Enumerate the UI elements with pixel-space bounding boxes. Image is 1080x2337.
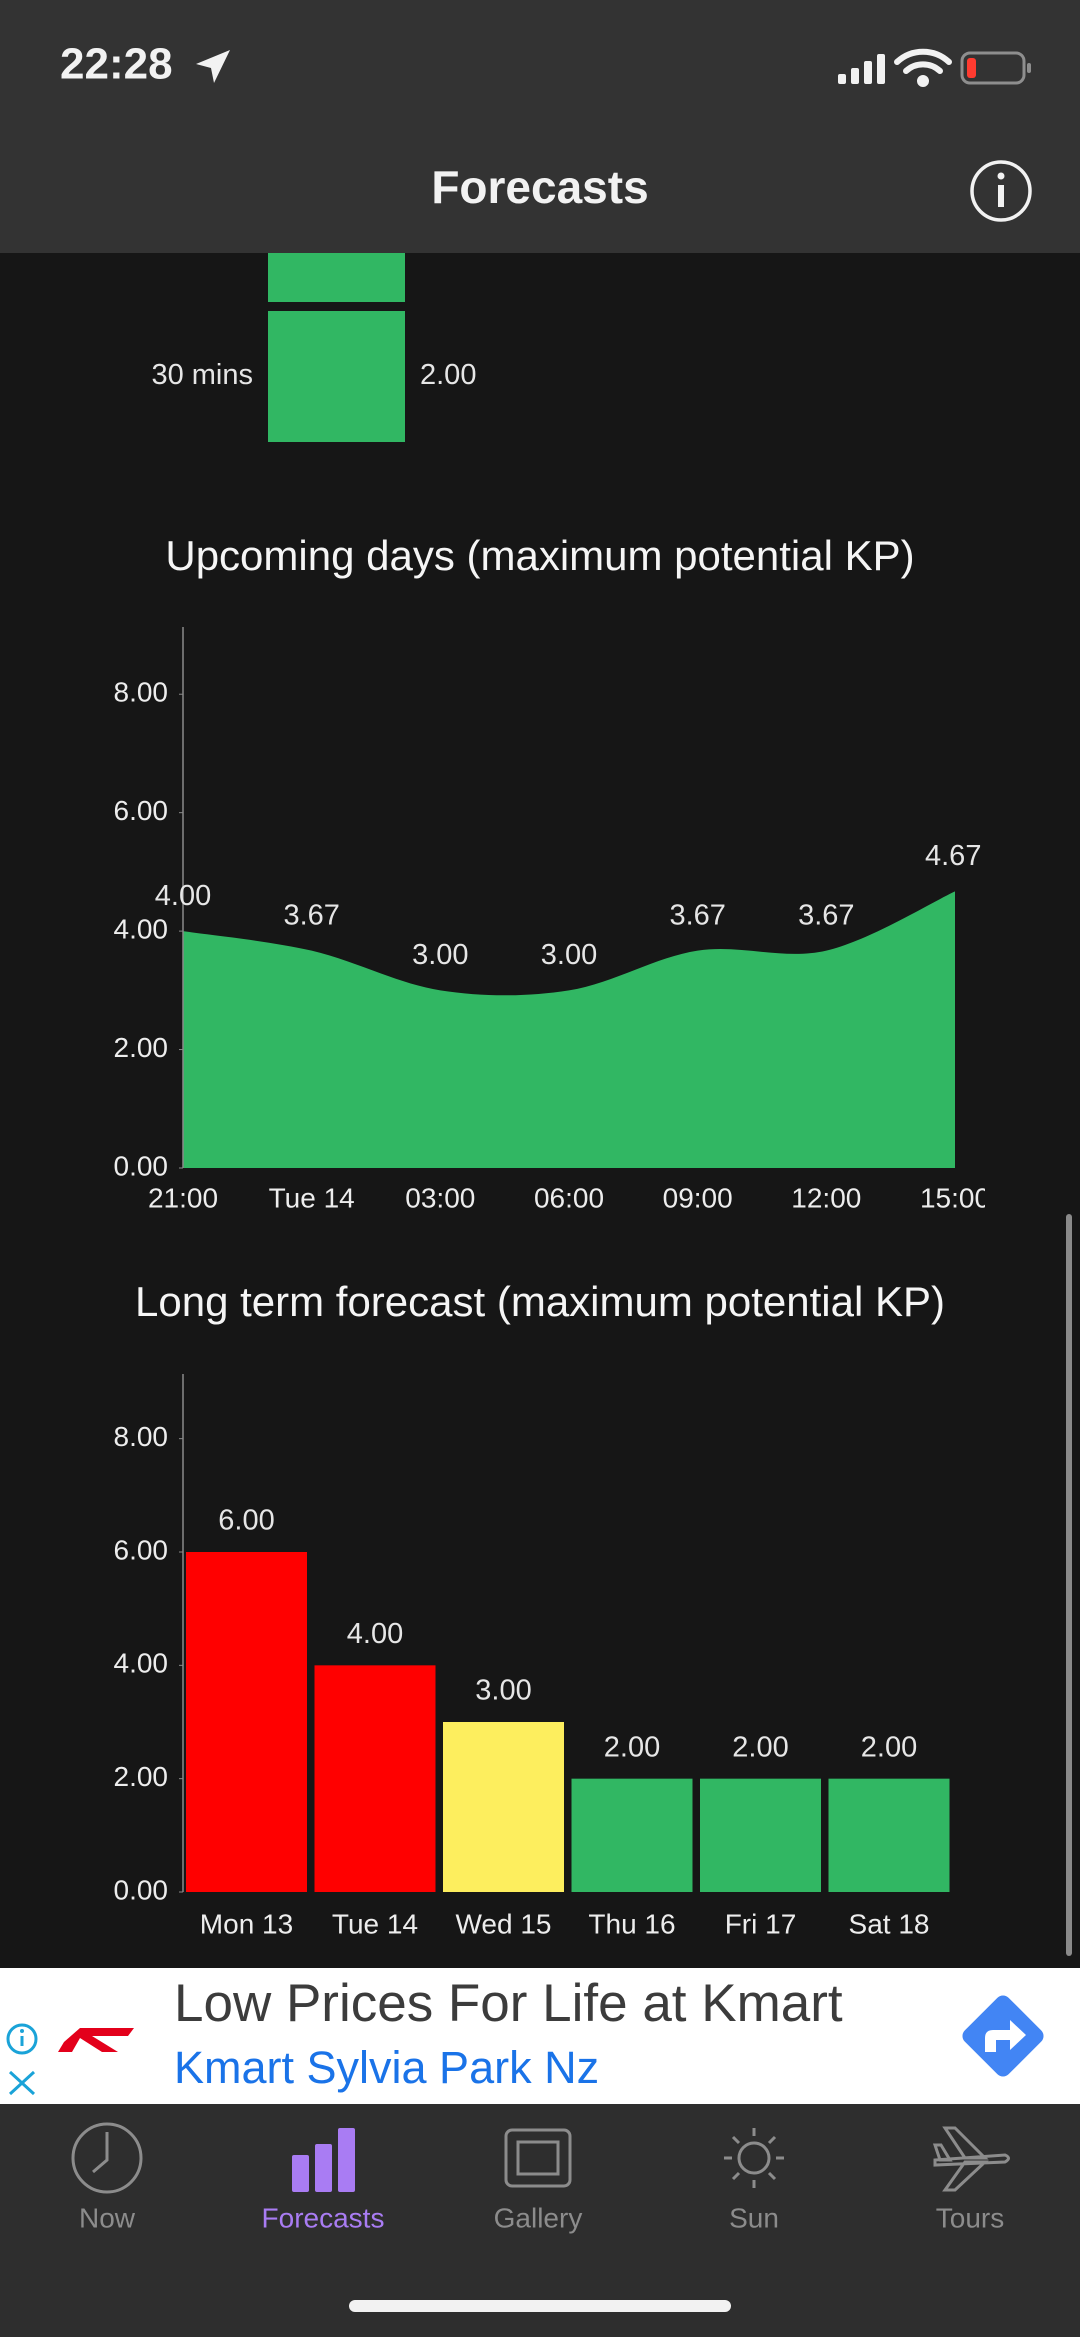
value-label: 6.00 — [218, 1505, 274, 1537]
value-label: 3.67 — [669, 899, 725, 931]
info-button[interactable] — [970, 160, 1032, 222]
x-tick-label: 12:00 — [791, 1182, 861, 1213]
y-tick-label: 6.00 — [114, 1534, 169, 1565]
y-tick-label: 0.00 — [114, 1150, 169, 1181]
x-tick-label: 03:00 — [405, 1182, 475, 1213]
tab-label[interactable]: Now — [79, 2202, 136, 2233]
ad-headline: Low Prices For Life at Kmart — [174, 1974, 843, 2033]
ad-action[interactable] — [959, 1992, 1047, 2080]
value-label: 3.00 — [475, 1675, 531, 1707]
now-icon[interactable] — [71, 2122, 143, 2194]
x-tick-label: 15:00 — [920, 1182, 990, 1213]
location-icon — [196, 50, 230, 83]
bar — [443, 1722, 564, 1892]
tab-label[interactable]: Sun — [729, 2202, 779, 2233]
y-tick-label: 0.00 — [114, 1874, 169, 1905]
x-tick-label: Tue 14 — [332, 1908, 418, 1939]
bar — [186, 1552, 307, 1892]
bar — [828, 1778, 950, 1892]
value-label: 3.00 — [541, 939, 597, 971]
y-tick-label: 4.00 — [114, 914, 169, 945]
ad-banner[interactable] — [0, 1968, 1080, 2104]
x-tick-label: 09:00 — [663, 1182, 733, 1213]
clipped-bar — [268, 253, 405, 302]
tours-icon[interactable] — [932, 2126, 1010, 2192]
value-label: 4.67 — [925, 840, 981, 872]
signal-icon — [838, 54, 885, 84]
sun-icon[interactable] — [724, 2128, 784, 2188]
home-indicator — [349, 2300, 731, 2312]
ad-logo — [58, 2028, 134, 2052]
x-tick-label: Sat 18 — [849, 1908, 930, 1939]
y-tick-label: 2.00 — [114, 1032, 169, 1063]
bar — [700, 1778, 821, 1892]
area — [183, 891, 955, 1168]
gallery-icon[interactable] — [504, 2128, 572, 2188]
value-label: 4.00 — [155, 880, 211, 912]
x-tick-label: 21:00 — [148, 1182, 218, 1213]
bar — [571, 1778, 693, 1892]
value-label: 2.00 — [732, 1731, 788, 1763]
value-label: 2.00 — [604, 1731, 660, 1763]
y-tick-label: 2.00 — [114, 1761, 169, 1792]
battery-icon — [960, 51, 1031, 85]
header-bar — [0, 0, 1080, 253]
ad-subline: Kmart Sylvia Park Nz — [174, 2042, 599, 2093]
bar — [268, 311, 405, 442]
ad-info-icon[interactable] — [6, 2023, 38, 2055]
value-label: 3.67 — [283, 899, 339, 931]
x-tick-label: Wed 15 — [456, 1908, 552, 1939]
y-tick-label: 8.00 — [114, 677, 169, 708]
x-tick-label: Fri 17 — [725, 1908, 797, 1939]
tab-label[interactable]: Gallery — [494, 2202, 583, 2233]
y-tick-label: 4.00 — [114, 1648, 169, 1679]
header-title: Forecasts — [431, 161, 648, 213]
ad-close-icon[interactable] — [8, 2070, 36, 2096]
x-tick-label: Thu 16 — [588, 1908, 675, 1939]
status-time: 22:28 — [60, 40, 173, 89]
category-label: 30 mins — [151, 359, 253, 391]
wifi-icon — [894, 48, 952, 87]
x-tick-label: 06:00 — [534, 1182, 604, 1213]
tab-label[interactable]: Forecasts — [262, 2202, 385, 2233]
x-tick-label: Tue 14 — [269, 1182, 355, 1213]
value-label: 2.00 — [861, 1731, 917, 1763]
y-tick-label: 6.00 — [114, 795, 169, 826]
value-label: 3.00 — [412, 939, 468, 971]
chart-title: Long term forecast (maximum potential KP… — [135, 1278, 945, 1325]
tab-label[interactable]: Tours — [936, 2202, 1004, 2233]
value-label: 2.00 — [420, 359, 476, 391]
value-label: 3.67 — [798, 899, 854, 931]
y-tick-label: 8.00 — [114, 1421, 169, 1452]
bar — [314, 1665, 436, 1892]
chart-title: Upcoming days (maximum potential KP) — [165, 532, 914, 579]
forecasts-icon[interactable] — [292, 2128, 355, 2192]
value-label: 4.00 — [347, 1618, 403, 1650]
scroll-indicator — [1066, 1214, 1072, 1956]
x-tick-label: Mon 13 — [200, 1908, 293, 1939]
